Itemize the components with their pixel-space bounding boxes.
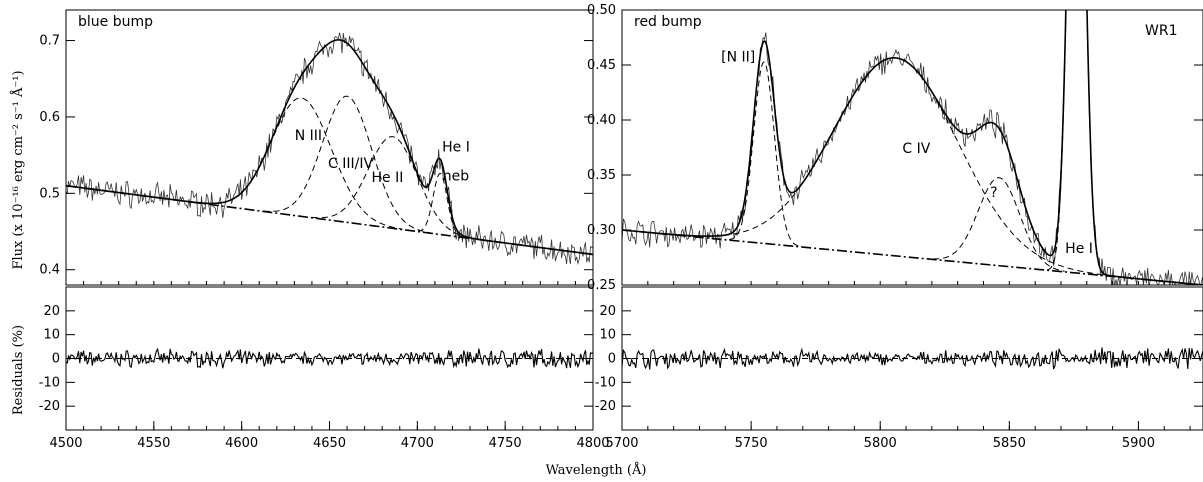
- blue-bump-panel: 4500 4550 4600 4650 4700 4750 4800 0.4 0.5 0.6 0.7…: [39, 9, 610, 451]
- residual-y-tick-label: 0: [608, 352, 616, 367]
- gaussian-component-1: [729, 61, 800, 247]
- y-axis-label-flux: Flux (x 10⁻¹⁶ erg cm⁻² s⁻¹ Å⁻¹): [10, 70, 26, 269]
- x-tick-label: 5700: [605, 436, 638, 451]
- residual-y-tick-label: -10: [595, 375, 616, 390]
- line-annotation: N III: [295, 128, 322, 144]
- y-tick-label: 0.45: [587, 58, 616, 73]
- panel-title: red bump: [634, 14, 702, 30]
- x-tick-label: 4600: [225, 436, 258, 451]
- residual-y-tick-label: 0: [52, 352, 60, 367]
- x-tick-label: 5900: [1122, 436, 1155, 451]
- x-tick-label: 4500: [49, 436, 82, 451]
- residuals-line: [622, 347, 1203, 370]
- x-tick-label: 5750: [735, 436, 768, 451]
- line-annotation: neb: [443, 168, 469, 184]
- observed-spectrum: [66, 32, 593, 266]
- residual-y-tick-label: -10: [39, 375, 60, 390]
- model-fit-line: [66, 39, 593, 256]
- continuum-line: [66, 184, 593, 256]
- y-tick-label: 0.35: [587, 168, 616, 183]
- flux-plot-area: [66, 32, 593, 266]
- panel-title: blue bump: [78, 14, 153, 30]
- residual-y-tick-label: 10: [43, 328, 60, 343]
- residuals-plot-area: [622, 347, 1203, 370]
- residuals-plot-area: [66, 347, 593, 369]
- gaussian-component-3: [311, 136, 474, 239]
- flux-frame: [621, 9, 1203, 286]
- red-bump-panel: 5700 5750 5800 5850 5900 0.25 0.30 0.35 0.40 0.45…: [587, 3, 1203, 451]
- y-tick-label: 0.6: [39, 110, 60, 125]
- line-annotation: He II: [372, 170, 404, 186]
- x-tick-label: 4550: [137, 436, 170, 451]
- x-tick-label: 4800: [576, 436, 609, 451]
- gaussian-component-2: [683, 57, 1109, 276]
- line-annotation: [N II]: [721, 50, 755, 66]
- gaussian-component-3: [933, 177, 1065, 272]
- flux-plot-area: [622, 10, 1203, 285]
- residual-y-tick-label: 20: [43, 304, 60, 319]
- x-axis-label: Wavelength (Å): [546, 462, 647, 478]
- x-tick-label: 5850: [993, 436, 1026, 451]
- model-fit-line: [622, 10, 1203, 285]
- residual-y-tick-label: 20: [599, 304, 616, 319]
- gaussian-component-4: [417, 172, 463, 238]
- y-axis-label-residuals: Residuals (%): [11, 325, 26, 415]
- y-tick-label: 0.25: [587, 278, 616, 293]
- x-tick-label: 5800: [864, 436, 897, 451]
- x-tick-label: 4700: [401, 436, 434, 451]
- line-annotation: C IV: [902, 141, 930, 157]
- residual-y-tick-label: 10: [599, 328, 616, 343]
- y-tick-label: 0.40: [587, 113, 616, 128]
- continuum-line: [622, 229, 1203, 285]
- y-tick-label: 0.7: [39, 34, 60, 49]
- gaussian-component-2: [263, 95, 431, 234]
- line-annotation: He I: [442, 139, 470, 155]
- y-tick-label: 0.30: [587, 223, 616, 238]
- x-tick-label: 4750: [489, 436, 522, 451]
- y-tick-label: 0.4: [39, 263, 60, 278]
- line-annotation: C III/IV: [328, 156, 373, 172]
- line-annotation: ?: [990, 185, 997, 201]
- residuals-line: [66, 347, 593, 369]
- y-tick-label: 0.5: [39, 186, 60, 201]
- line-annotation: He I: [1065, 241, 1093, 257]
- x-tick-label: 4650: [313, 436, 346, 451]
- corner-label: WR1: [1145, 23, 1177, 39]
- y-tick-label: 0.50: [587, 3, 616, 18]
- residual-y-tick-label: -20: [595, 399, 616, 414]
- residual-y-tick-label: -20: [39, 399, 60, 414]
